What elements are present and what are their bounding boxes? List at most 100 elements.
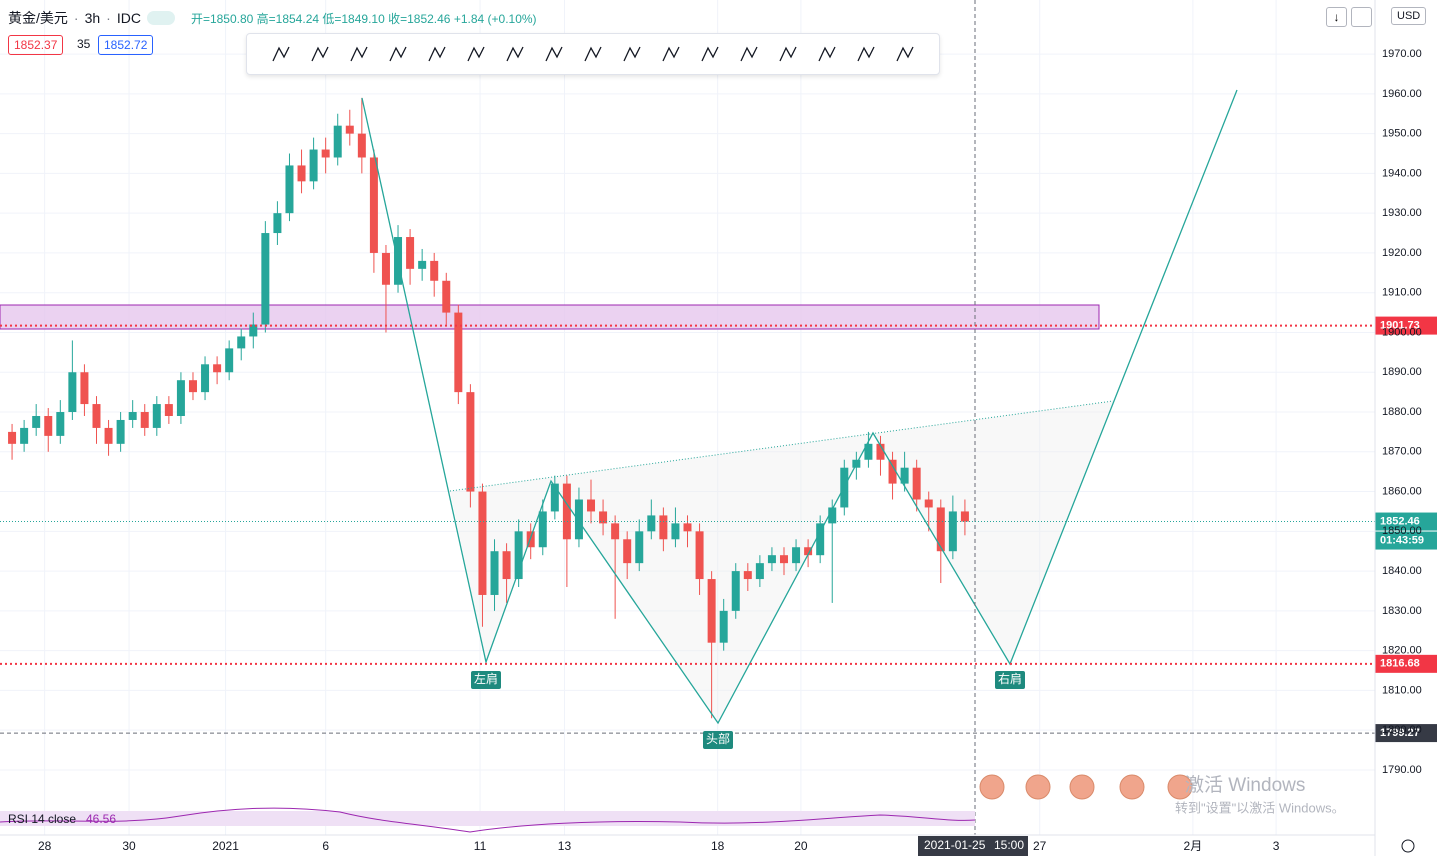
pattern-label-box <box>471 671 501 689</box>
candle-body <box>924 499 933 508</box>
x-tick-label: 6 <box>322 839 329 853</box>
candle-body <box>900 467 909 484</box>
candle-body <box>574 499 583 540</box>
spread: 35 <box>77 37 91 51</box>
candle-body <box>261 233 270 325</box>
y-tick-label: 1850.00 <box>1382 525 1422 537</box>
price-label: 1816.68 <box>1380 658 1420 670</box>
rsi-value: 46.56 <box>86 812 116 826</box>
candle-body <box>779 555 788 564</box>
candle-body <box>56 412 65 436</box>
candle-body <box>635 531 644 564</box>
tool-button[interactable] <box>378 39 417 69</box>
candle-body <box>8 431 17 444</box>
currency[interactable]: USD <box>1391 7 1427 25</box>
candle-body <box>68 372 77 413</box>
candle-body <box>273 213 282 234</box>
y-tick-label: 1880.00 <box>1382 406 1422 418</box>
tool-button[interactable] <box>768 39 807 69</box>
tool-button[interactable] <box>534 39 573 69</box>
tool-icon <box>310 46 329 62</box>
price-label: 1852.46 <box>1380 515 1420 527</box>
candle-body <box>128 412 137 420</box>
fullscreen-button[interactable] <box>1351 7 1372 27</box>
candle-body <box>828 507 837 524</box>
tool-button[interactable] <box>339 39 378 69</box>
tool-icon <box>817 46 836 62</box>
tool-button[interactable] <box>612 39 651 69</box>
ask-price[interactable]: 1852.72 <box>98 35 154 55</box>
candle-body <box>767 555 776 564</box>
scroll-down-button[interactable]: ↓ <box>1326 7 1347 27</box>
pattern-label: 左肩 <box>474 671 498 686</box>
candle-body <box>623 539 632 564</box>
y-tick-label: 1800.00 <box>1382 724 1422 736</box>
crosshair-price: 1799.27 <box>1380 727 1420 739</box>
candle-body <box>333 125 342 158</box>
candle-body <box>478 491 487 595</box>
y-tick-label: 1790.00 <box>1382 764 1422 776</box>
tool-button[interactable] <box>807 39 846 69</box>
candle-body <box>297 165 306 182</box>
tool-icon <box>427 46 446 62</box>
candle-body <box>140 412 149 428</box>
candle-body <box>32 415 41 428</box>
interval[interactable]: 3h <box>84 10 101 26</box>
candle-body <box>381 252 390 285</box>
candle-body <box>490 551 499 595</box>
x-tick-label: 27 <box>1033 839 1047 853</box>
event-icons <box>979 774 1193 800</box>
candle-body <box>659 515 668 540</box>
candle-body <box>743 571 752 580</box>
candle-body <box>960 511 969 522</box>
zone-rectangle <box>0 304 1100 330</box>
y-tick-label: 1920.00 <box>1382 247 1422 259</box>
tool-button[interactable] <box>261 39 300 69</box>
x-tick-label: 3 <box>1273 839 1280 853</box>
tool-button[interactable] <box>729 39 768 69</box>
candle-body <box>225 348 234 373</box>
x-tick-label: 11 <box>474 839 487 853</box>
symbol: 黄金/美元 <box>8 10 68 26</box>
tool-button[interactable] <box>651 39 690 69</box>
pattern-label: 头部 <box>706 731 730 746</box>
candle-body <box>611 523 620 540</box>
candle-body <box>44 415 53 436</box>
candle-body <box>707 579 716 643</box>
candle-body <box>816 523 825 556</box>
watermark-subtitle: 转到"设置"以激活 Windows。 <box>1175 800 1345 815</box>
candle-body <box>888 459 897 484</box>
tool-button[interactable] <box>573 39 612 69</box>
candle-body <box>237 336 246 349</box>
candle-body <box>647 515 656 532</box>
y-tick-label: 1820.00 <box>1382 645 1422 657</box>
settings-icon[interactable] <box>1401 839 1415 853</box>
candle-body <box>912 467 921 500</box>
tool-button[interactable] <box>417 39 456 69</box>
tool-button[interactable] <box>456 39 495 69</box>
candle-body <box>442 280 451 313</box>
candle-body <box>502 551 511 580</box>
market-status[interactable] <box>146 11 175 25</box>
tool-button[interactable] <box>495 39 534 69</box>
source: IDC <box>116 10 141 26</box>
crosshair-label-box <box>1375 724 1437 743</box>
tool-button[interactable] <box>690 39 729 69</box>
watermark-title: 激活 Windows <box>1185 774 1305 796</box>
candle-body <box>587 499 596 512</box>
candle-body <box>406 237 415 269</box>
countdown: 01:43:59 <box>1380 534 1424 546</box>
tool-icon <box>739 46 758 62</box>
candle-body <box>514 531 523 580</box>
crosshair-date: 2021-01-25 <box>924 838 986 852</box>
tool-button[interactable] <box>300 39 339 69</box>
x-tick-label: 30 <box>122 839 136 853</box>
bid-price[interactable]: 1852.37 <box>8 35 64 55</box>
tool-icon <box>583 46 602 62</box>
tool-button[interactable] <box>846 39 885 69</box>
tool-button[interactable] <box>885 39 924 69</box>
candle-body <box>599 511 608 524</box>
candle-body <box>430 260 439 281</box>
candle-body <box>201 364 210 393</box>
